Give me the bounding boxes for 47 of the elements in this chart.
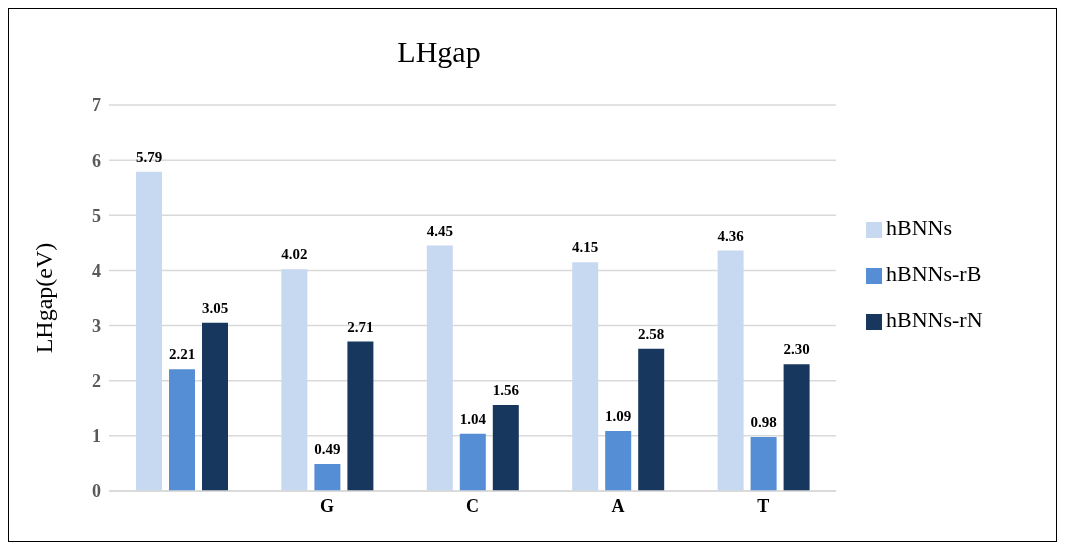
data-label: 1.56 xyxy=(492,381,520,398)
bar xyxy=(314,463,341,491)
bar xyxy=(572,262,599,491)
y-tick-label: 6 xyxy=(92,150,101,171)
x-tick-label: T xyxy=(757,495,770,516)
data-label: 2.30 xyxy=(783,341,810,358)
bar xyxy=(426,245,453,491)
data-label: 2.21 xyxy=(168,346,196,363)
bar xyxy=(136,171,162,491)
data-label: 0.98 xyxy=(750,413,777,430)
y-axis-title: LHgap(eV) xyxy=(30,242,57,354)
x-tick-label: G xyxy=(320,495,335,516)
bar xyxy=(459,433,486,491)
chart-title: LHgap xyxy=(396,35,482,69)
data-label: 2.71 xyxy=(347,318,374,335)
bar xyxy=(717,250,744,491)
data-label: 4.45 xyxy=(426,222,453,239)
data-label: 4.02 xyxy=(281,246,308,263)
bar xyxy=(202,322,228,491)
data-label: 3.05 xyxy=(201,299,229,316)
y-tick-label: 5 xyxy=(92,205,101,226)
data-label: 4.15 xyxy=(572,239,599,256)
data-label: 5.79 xyxy=(135,148,163,165)
legend-label: hBNNs-rB xyxy=(886,261,982,286)
legend-label: hBNNs xyxy=(886,215,953,240)
y-tick-label: 2 xyxy=(92,371,101,392)
data-label: 0.49 xyxy=(314,440,341,457)
data-label: 4.36 xyxy=(717,227,745,244)
y-tick-label: 7 xyxy=(92,95,101,116)
bar xyxy=(750,436,777,491)
bar xyxy=(169,369,195,491)
bar xyxy=(638,348,665,491)
y-tick-label: 4 xyxy=(92,260,101,281)
x-tick-label: C xyxy=(466,495,479,516)
x-tick-label: A xyxy=(611,495,625,516)
y-tick-label: 3 xyxy=(92,315,101,336)
bar xyxy=(281,269,308,491)
legend-label: hBNNs-rN xyxy=(886,307,983,332)
data-label: 2.58 xyxy=(638,325,665,342)
data-label: 1.04 xyxy=(459,410,487,427)
bar xyxy=(347,341,374,491)
y-tick-label: 1 xyxy=(92,426,101,447)
bar xyxy=(492,404,519,491)
bar xyxy=(783,364,810,491)
y-tick-label: 0 xyxy=(92,481,101,502)
bar xyxy=(605,430,632,491)
data-label: 1.09 xyxy=(605,407,632,424)
